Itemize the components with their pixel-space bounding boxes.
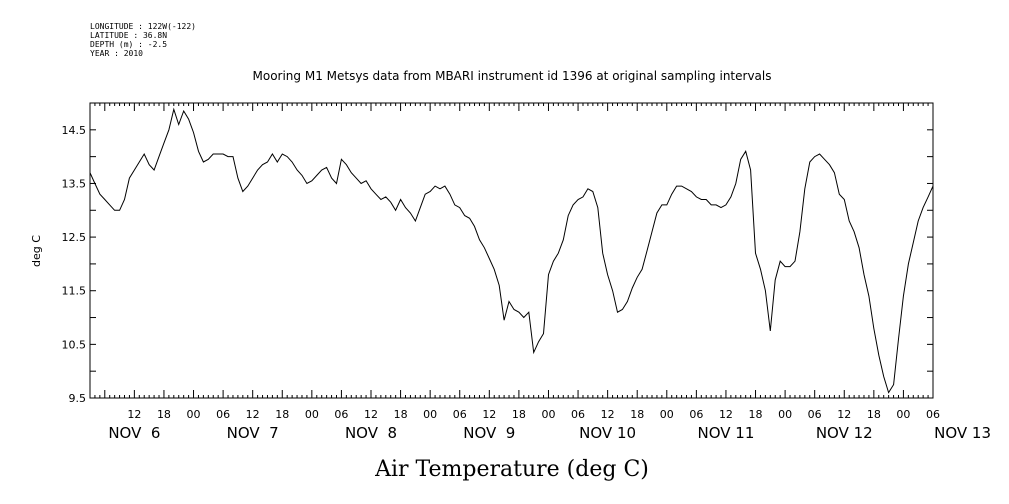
x-axis: 12 18 00 06 12 18 00 06 12 18 00 06 12 18 00 06 12 18 00 06… [89, 103, 991, 442]
series-line [89, 107, 934, 394]
x-hour-label: 12 [719, 408, 733, 421]
x-day-label: NOV 11 [698, 424, 755, 442]
x-hour-label: 06 [453, 408, 467, 421]
x-hour-label: 00 [778, 408, 792, 421]
y-tick-label: 14.5 [62, 124, 87, 137]
x-hour-label: 00 [896, 408, 910, 421]
x-hour-label: 00 [660, 408, 674, 421]
x-hour-label: 06 [808, 408, 822, 421]
plot-axes [89, 102, 934, 399]
x-day-label: NOV 6 [108, 424, 160, 442]
x-hour-label: 00 [305, 408, 319, 421]
x-hour-label: 06 [334, 408, 348, 421]
x-hour-label: 12 [482, 408, 496, 421]
x-hour-label: 12 [246, 408, 260, 421]
x-hour-label: 18 [512, 408, 526, 421]
x-hour-label: 18 [867, 408, 881, 421]
y-axis: 9.5 10.5 11.5 12.5 13.5 14.5 [62, 102, 933, 405]
x-hour-label: 18 [394, 408, 408, 421]
meta-longitude: LONGITUDE : 122W(-122) [90, 22, 196, 31]
x-axis-label: Air Temperature (deg C) [374, 457, 649, 482]
chart-title: Mooring M1 Metsys data from MBARI instru… [253, 69, 772, 83]
x-hour-label: 06 [571, 408, 585, 421]
x-day-label: NOV 10 [579, 424, 636, 442]
x-hour-label: 06 [926, 408, 940, 421]
x-day-label: NOV 12 [816, 424, 873, 442]
x-hour-label: 12 [601, 408, 615, 421]
y-axis-label: deg C [30, 235, 43, 267]
x-hour-label: 06 [689, 408, 703, 421]
x-hour-label: 18 [157, 408, 171, 421]
x-hour-label: 18 [630, 408, 644, 421]
y-tick-label: 12.5 [62, 231, 87, 244]
x-day-label: NOV 9 [463, 424, 515, 442]
y-tick-label: 9.5 [69, 392, 87, 405]
meta-year: YEAR : 2010 [90, 49, 143, 58]
x-day-label: NOV 7 [227, 424, 279, 442]
series-group [89, 107, 934, 394]
x-hour-label: 00 [423, 408, 437, 421]
x-hour-label: 00 [187, 408, 201, 421]
y-tick-label: 13.5 [62, 177, 87, 190]
x-day-label: NOV 8 [345, 424, 397, 442]
x-hour-label: 06 [216, 408, 230, 421]
meta-depth: DEPTH (m) : -2.5 [90, 40, 168, 49]
meta-latitude: LATITUDE : 36.8N [90, 31, 168, 40]
plot-frame [89, 102, 934, 399]
x-hour-label: 18 [749, 408, 763, 421]
x-hour-label: 00 [541, 408, 555, 421]
x-hour-label: 12 [364, 408, 378, 421]
x-hour-label: 12 [837, 408, 851, 421]
y-tick-label: 10.5 [62, 338, 87, 351]
x-hour-label: 18 [275, 408, 289, 421]
y-tick-label: 11.5 [62, 285, 87, 298]
x-hour-label: 12 [127, 408, 141, 421]
x-day-label: NOV 13 [934, 424, 991, 442]
